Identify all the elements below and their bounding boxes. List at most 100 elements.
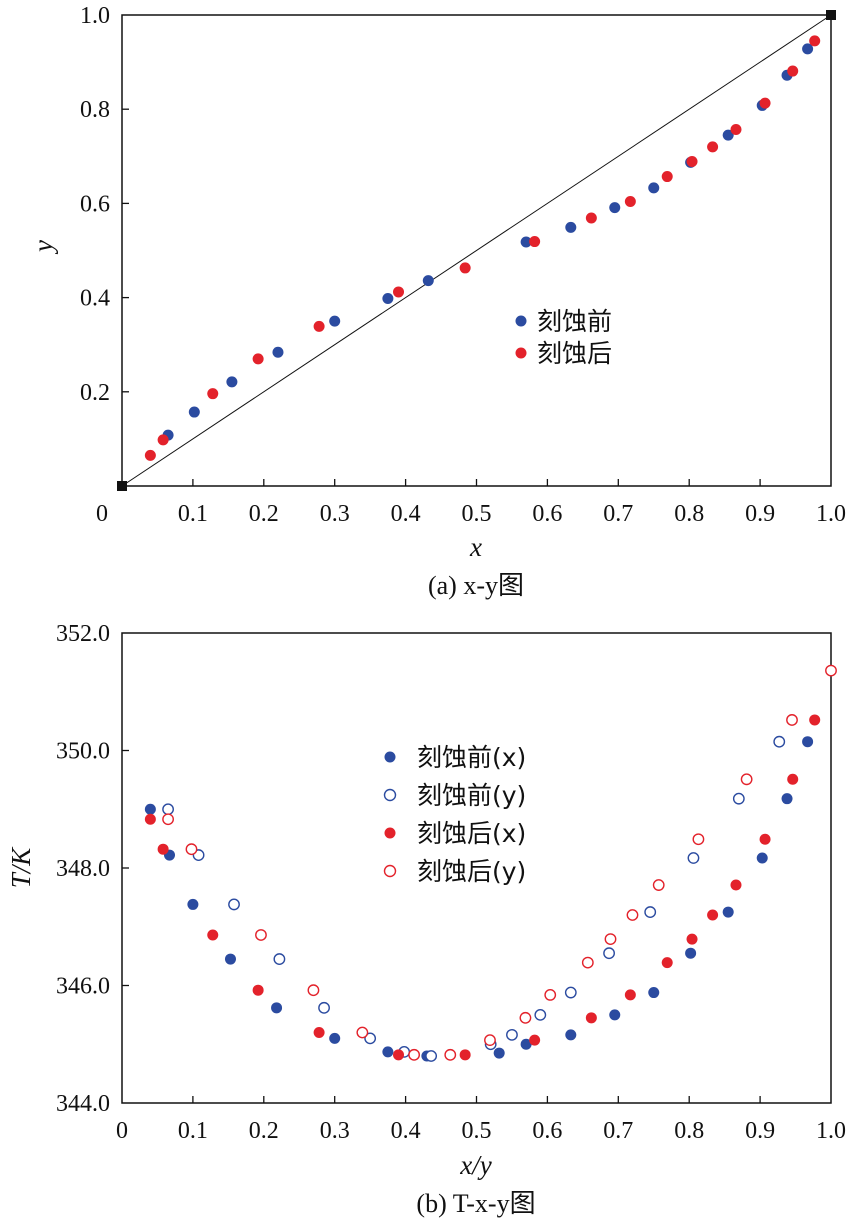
txy-point-series-2 [707,909,719,921]
txy-x-tick-label: 1.0 [816,1118,846,1144]
xy-point-series-0 [802,43,814,55]
xy-point-series-0 [722,129,734,141]
xy-diagonal-endpoint [826,10,836,20]
xy-diagonal-endpoint [117,481,127,491]
xy-point-series-1 [207,388,219,400]
txy-point-series-3 [544,989,557,1001]
txy-point-series-0 [565,1029,577,1041]
txy-point-series-2 [252,984,264,996]
txy-x-tick-label: 0.1 [178,1118,208,1144]
txy-legend-marker-1 [383,788,397,802]
txy-point-series-3 [356,1026,369,1039]
txy-point-series-2 [313,1027,325,1038]
xy-point-series-0 [382,293,394,305]
xy-y-tick-label: 0.6 [80,191,110,217]
txy-point-series-0 [722,906,734,918]
txy-point-series-1 [318,1001,330,1014]
xy-x-ticks: 0 0.1 0.2 0.3 0.4 0.5 0.6 0.7 0.8 0.9 1.0 [96,479,846,527]
xy-x-tick-label: 0.3 [320,501,350,527]
xy-point-series-0 [565,221,577,233]
txy-point-series-1 [732,792,745,805]
txy-point-series-2 [809,714,821,726]
txy-legend-label-1: 刻蚀前(y) [417,781,526,810]
txy-point-series-3 [162,813,174,826]
txy-point-series-1 [506,1028,518,1041]
txy-legend-label-2: 刻蚀后(x) [417,819,526,848]
xy-x-tick-label: 0.4 [391,501,421,527]
txy-chart: 0 0.1 0.2 0.3 0.4 0.5 0.6 0.7 0.8 0.9 1.0 344.0 346… [6,621,846,1218]
txy-point-series-2 [459,1049,471,1061]
txy-point-series-0 [756,852,768,864]
xy-point-series-0 [609,202,621,214]
xy-point-series-1 [585,212,597,224]
txy-legend-marker-3 [383,864,397,878]
txy-y-tick-label: 352.0 [56,621,110,647]
xy-x-tick-label: 0.8 [674,501,704,527]
txy-point-series-3 [307,984,320,997]
txy-x-tick-label: 0.4 [391,1118,421,1144]
txy-point-series-1 [162,803,174,816]
txy-x-tick-label: 0.5 [462,1118,492,1144]
xy-point-series-0 [520,236,532,248]
txy-point-series-3 [581,956,594,969]
xy-data-points [144,35,821,461]
xy-point-series-1 [157,434,169,446]
xy-x-tick-label: 0.5 [462,501,492,527]
txy-point-series-2 [787,773,799,785]
xy-x-tick-label: 0.2 [249,501,279,527]
txy-point-series-1 [603,947,615,960]
txy-point-series-2 [624,989,636,1001]
xy-x-tick-label: 1.0 [816,501,846,527]
txy-point-series-0 [520,1038,532,1050]
txy-point-series-1 [564,986,577,999]
txy-legend-label-0: 刻蚀前(x) [417,743,526,772]
xy-y-tick-label: 0.2 [80,380,110,406]
xy-point-series-1 [730,123,742,135]
xy-y-ticks: 0.2 0.4 0.6 0.8 1.0 [80,3,129,406]
txy-point-series-3 [255,929,267,941]
txy-point-series-0 [648,987,660,999]
xy-point-series-1 [759,97,771,109]
txy-y-tick-label: 344.0 [56,1091,110,1117]
xy-point-series-1 [529,236,541,248]
txy-y-tick-label: 346.0 [56,974,110,1000]
txy-point-series-3 [692,833,705,846]
txy-point-series-3 [626,909,639,921]
txy-y-tick-label: 348.0 [56,856,110,882]
txy-point-series-2 [585,1012,597,1024]
txy-x-tick-label: 0.3 [320,1118,350,1144]
txy-point-series-1 [228,898,240,911]
xy-x-tick-label: 0 [96,501,108,527]
xy-point-series-0 [329,315,341,327]
txy-x-ticks: 0 0.1 0.2 0.3 0.4 0.5 0.6 0.7 0.8 0.9 1.0 [116,1096,846,1144]
xy-point-series-1 [393,286,405,298]
txy-legend-label-3: 刻蚀后(y) [417,857,526,886]
xy-x-axis-label: x [469,532,482,562]
xy-point-series-0 [422,275,434,287]
txy-point-series-3 [408,1048,421,1061]
txy-point-series-0 [329,1032,341,1044]
txy-x-axis-label: x/y [459,1150,491,1180]
xy-x-tick-label: 0.6 [532,501,562,527]
xy-x-tick-label: 0.9 [745,501,775,527]
xy-diagonal [117,10,836,491]
txy-point-series-2 [730,879,742,891]
xy-caption: (a) x-y图 [428,571,524,600]
txy-x-tick-label: 0 [116,1118,128,1144]
xy-diagonal-line [121,14,832,487]
xy-point-series-0 [188,406,200,418]
xy-y-tick-label: 0.4 [80,286,110,312]
txy-y-ticks: 344.0 346.0 348.0 350.0 352.0 [56,621,129,1117]
xy-point-series-1 [661,171,673,183]
xy-x-tick-label: 0.1 [178,501,208,527]
txy-point-series-3 [604,933,617,945]
txy-point-series-0 [187,898,199,910]
txy-point-series-2 [529,1034,541,1046]
xy-point-series-1 [707,141,719,153]
txy-legend-marker-0 [384,751,396,763]
xy-legend: 刻蚀前 刻蚀后 [515,307,612,368]
txy-legend: 刻蚀前(x) 刻蚀前(y) 刻蚀后(x) 刻蚀后(y) [383,743,526,886]
txy-y-tick-label: 350.0 [56,739,110,765]
txy-point-series-3 [652,879,665,891]
